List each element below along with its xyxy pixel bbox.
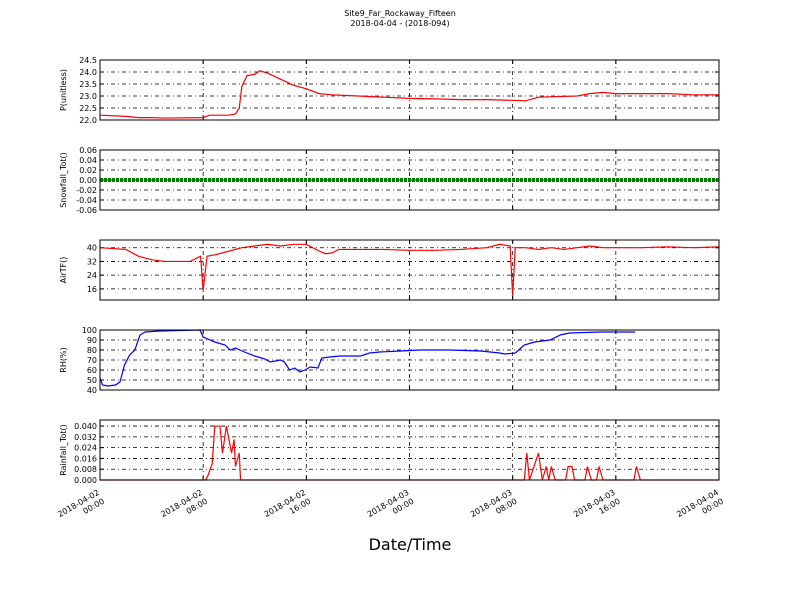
data-line — [100, 243, 719, 296]
data-line — [100, 70, 719, 119]
x-tick-label: 2018-04-02 08:00 — [159, 488, 209, 528]
figure-title: Site9_Far_Rockaway_Fifteen — [344, 9, 456, 18]
figure-subtitle: 2018-04-04 - (2018-094) — [350, 19, 449, 28]
y-axis-label: AirTF() — [59, 257, 68, 284]
y-tick-label: 80 — [87, 346, 97, 355]
x-tick-label: 2018-04-03 08:00 — [469, 488, 519, 528]
x-tick-label: 2018-04-04 00:00 — [675, 488, 725, 528]
y-axis-label: RH(%) — [59, 347, 68, 372]
y-tick-label: 0.06 — [79, 146, 97, 155]
y-tick-label: -0.02 — [76, 186, 97, 195]
y-axis-label: Rainfall_Tot() — [59, 424, 68, 476]
x-tick-label: 2018-04-02 16:00 — [263, 488, 313, 528]
y-tick-label: 0.000 — [74, 476, 97, 485]
y-axis-label: Snowfall_Tot() — [59, 152, 68, 208]
y-tick-label: 0.024 — [74, 444, 97, 453]
y-tick-label: 16 — [87, 285, 97, 294]
y-axis-label: P(unitless) — [59, 69, 68, 111]
y-tick-label: 32 — [87, 257, 97, 266]
y-tick-label: 0.00 — [79, 176, 97, 185]
plot-frame — [99, 149, 720, 211]
y-tick-label: 50 — [87, 376, 97, 385]
y-tick-label: 0.02 — [79, 166, 97, 175]
x-tick-label: 2018-04-03 00:00 — [366, 488, 416, 528]
y-tick-label: 0.008 — [74, 465, 97, 474]
y-tick-label: 40 — [87, 244, 97, 253]
x-tick-label: 2018-04-03 16:00 — [572, 488, 622, 528]
plot-frame — [99, 239, 720, 301]
y-tick-label: 24 — [87, 271, 97, 280]
y-tick-label: 0.04 — [79, 156, 97, 165]
y-tick-label: 23.0 — [79, 92, 97, 101]
plot-frame — [99, 329, 720, 391]
y-tick-label: 24.0 — [79, 68, 97, 77]
y-tick-label: 0.040 — [74, 422, 97, 431]
x-axis-label: Date/Time — [369, 535, 452, 554]
y-tick-label: 24.5 — [79, 56, 97, 65]
y-tick-label: 70 — [87, 356, 97, 365]
data-line — [100, 329, 636, 387]
plot-frame — [99, 59, 720, 121]
y-tick-label: 60 — [87, 366, 97, 375]
y-tick-label: -0.06 — [76, 206, 97, 215]
y-tick-label: 22.5 — [79, 104, 97, 113]
y-tick-label: 0.016 — [74, 454, 97, 463]
y-tick-label: 90 — [87, 336, 97, 345]
y-tick-label: 100 — [82, 326, 97, 335]
y-tick-label: 22.0 — [79, 116, 97, 125]
y-tick-label: 0.032 — [74, 433, 97, 442]
plot-frame — [99, 419, 720, 481]
y-tick-label: 40 — [87, 386, 97, 395]
y-tick-label: -0.04 — [76, 196, 97, 205]
y-tick-label: 23.5 — [79, 80, 97, 89]
x-tick-label: 2018-04-02 00:00 — [56, 488, 106, 528]
